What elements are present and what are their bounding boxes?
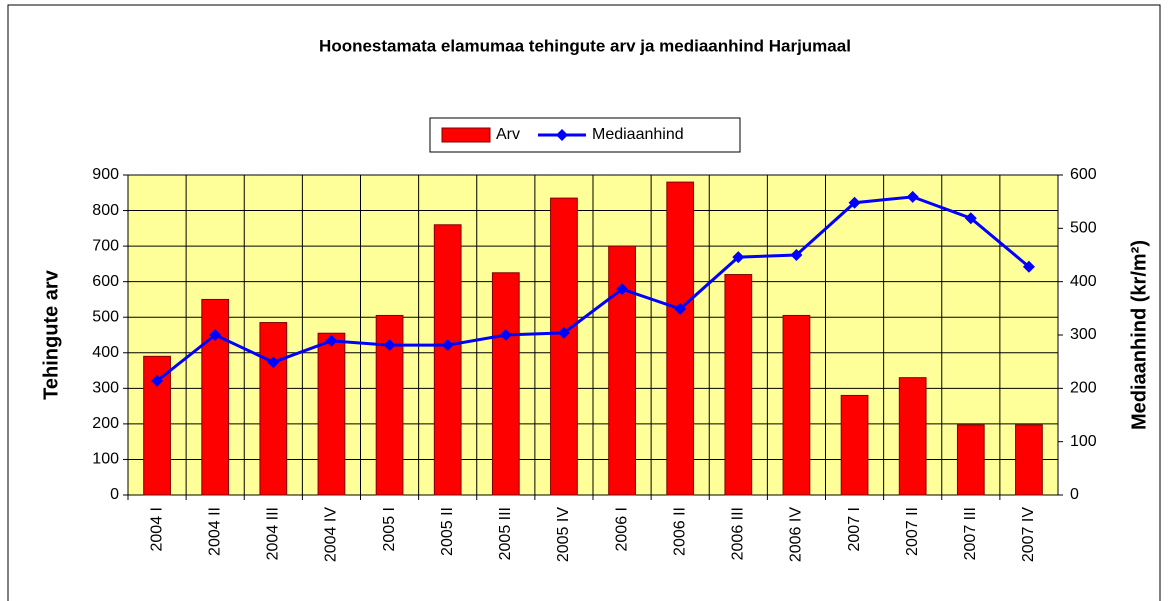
bar <box>1015 424 1043 496</box>
x-tick-label: 2006 I <box>613 507 630 551</box>
x-tick-label: 2004 IV <box>323 507 340 562</box>
bar <box>201 298 230 496</box>
x-tick-label: 2004 I <box>148 507 165 551</box>
line-marker <box>557 326 570 339</box>
y2-tick-label: 400 <box>1070 273 1097 290</box>
x-tick-label: 2007 IV <box>1020 507 1037 562</box>
line-marker <box>1022 260 1035 273</box>
line-marker <box>790 249 803 261</box>
line-marker <box>616 283 629 296</box>
x-tick-label: 2004 II <box>206 507 223 556</box>
legend-swatch-marker <box>556 129 568 141</box>
y2-tick-label: 0 <box>1070 486 1079 503</box>
x-tick-label: 2006 II <box>671 507 688 556</box>
line-marker <box>499 329 512 341</box>
bar <box>898 377 927 496</box>
x-tick-label: 2005 III <box>497 507 514 560</box>
bar <box>666 181 695 496</box>
legend: Arv Mediaanhind <box>429 117 741 153</box>
x-tick-label: 2005 II <box>439 507 456 556</box>
plot-border <box>127 174 1059 496</box>
chart-title: Hoonestamata elamumaa tehingute arv ja m… <box>319 36 851 55</box>
y-tick-label: 400 <box>92 344 119 361</box>
bar <box>317 332 346 496</box>
line <box>156 195 1030 383</box>
bar <box>782 314 811 496</box>
line-marker <box>325 334 338 347</box>
bar <box>433 224 462 496</box>
y-tick-label: 300 <box>92 380 119 397</box>
x-tick-label: 2006 IV <box>788 507 805 562</box>
legend-swatch <box>441 127 491 143</box>
line-marker <box>964 212 977 225</box>
line-marker <box>732 251 745 264</box>
bar <box>550 197 578 496</box>
y-tick-label: 500 <box>92 308 119 325</box>
line-marker <box>906 190 919 203</box>
legend-label: Arv <box>496 126 520 143</box>
y-tick-label: 700 <box>92 237 119 254</box>
line-marker <box>151 374 164 387</box>
x-tick-label: 2005 IV <box>555 507 572 562</box>
y2-tick-label: 600 <box>1070 166 1097 183</box>
y-tick-label: 900 <box>92 166 119 183</box>
y2-tick-label: 100 <box>1070 433 1097 450</box>
x-tick-label: 2007 II <box>904 507 921 556</box>
line-marker <box>674 302 687 315</box>
legend-label: Mediaanhind <box>592 126 684 143</box>
y-axis-title: Tehingute arv <box>40 269 62 400</box>
bar <box>956 424 985 496</box>
y2-tick-label: 300 <box>1070 326 1097 343</box>
x-tick-label: 2007 III <box>962 507 979 560</box>
line-marker <box>209 329 222 341</box>
y-tick-label: 0 <box>110 486 119 503</box>
x-tick-label: 2005 I <box>381 507 398 551</box>
bar <box>143 355 171 496</box>
y2-tick-label: 500 <box>1070 220 1097 237</box>
x-tick-label: 2007 I <box>846 507 863 551</box>
bar <box>259 322 288 496</box>
y-tick-label: 600 <box>92 273 119 290</box>
line-marker <box>848 196 861 209</box>
y-tick-label: 100 <box>92 451 119 468</box>
x-tick-label: 2006 III <box>730 507 747 560</box>
y-tick-label: 200 <box>92 415 119 432</box>
line-marker <box>441 339 454 352</box>
line-marker <box>267 356 280 369</box>
bar <box>491 272 520 496</box>
x-tick-label: 2004 III <box>265 507 282 560</box>
line-marker <box>383 339 396 352</box>
y-tick-label: 800 <box>92 202 119 219</box>
y2-axis-title: Mediaanhind (kr/m²) <box>1128 240 1150 430</box>
bar <box>724 274 753 496</box>
bar <box>840 394 869 496</box>
y2-tick-label: 200 <box>1070 380 1097 397</box>
